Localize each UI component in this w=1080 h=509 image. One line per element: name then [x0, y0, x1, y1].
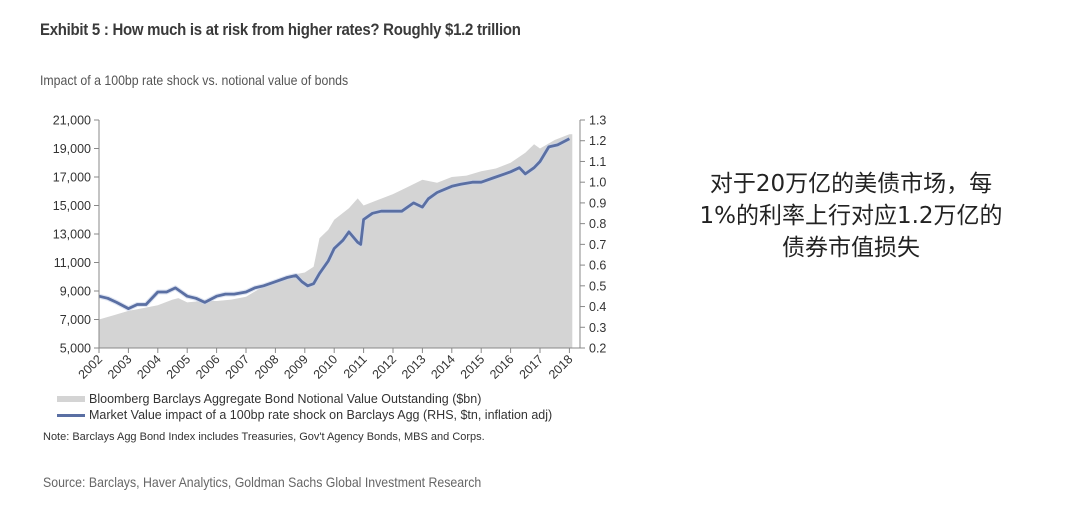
left-axis-tick-label: 19,000	[53, 142, 91, 156]
chart-title: Exhibit 5 : How much is at risk from hig…	[40, 20, 521, 39]
notional-area	[99, 134, 573, 348]
right-axis-tick-label: 1.0	[589, 176, 606, 190]
legend-label-notional: Bloomberg Barclays Aggregate Bond Notion…	[89, 392, 482, 406]
right-axis-tick-label: 0.7	[589, 238, 606, 252]
x-axis-tick-label: 2003	[105, 352, 135, 382]
left-axis-tick-label: 21,000	[53, 114, 91, 128]
chinese-annotation: 对于20万亿的美债市场，每 1%的利率上行对应1.2万亿的 债券市值损失	[666, 168, 1036, 264]
x-axis-tick-label: 2007	[223, 352, 253, 382]
x-axis-tick-label: 2011	[341, 352, 370, 381]
right-axis-tick-label: 1.2	[589, 134, 606, 148]
x-axis-tick-label: 2018	[546, 352, 576, 382]
notional-area-series	[99, 134, 573, 348]
legend-label-market-value: Market Value impact of a 100bp rate shoc…	[89, 408, 553, 422]
chart-source: Source: Barclays, Haver Analytics, Goldm…	[43, 474, 482, 490]
right-axis-tick-label: 0.3	[589, 321, 606, 335]
x-axis-tick-label: 2016	[487, 352, 517, 382]
x-axis-tick-label: 2002	[76, 352, 106, 382]
x-axis-tick-label: 2004	[134, 352, 164, 382]
x-axis-tick-label: 2012	[370, 352, 400, 382]
x-axis-tick-label: 2014	[428, 352, 458, 382]
right-axis-tick-label: 0.9	[589, 196, 606, 210]
annotation-line: 债券市值损失	[782, 235, 920, 261]
left-axis-tick-label: 7,000	[60, 313, 91, 327]
right-axis-tick-label: 1.1	[589, 155, 606, 169]
right-axis-tick-label: 0.5	[589, 279, 606, 293]
x-axis-tick-label: 2017	[517, 352, 547, 382]
right-axis-tick-label: 0.2	[589, 342, 606, 356]
left-axis-tick-label: 9,000	[60, 285, 91, 299]
market-value-line-series	[98, 136, 571, 312]
left-axis-tick-label: 11,000	[54, 256, 91, 270]
x-axis-tick-label: 2013	[399, 352, 429, 382]
x-axis-tick-label: 2006	[193, 352, 223, 382]
annotation-line: 1%的利率上行对应1.2万亿的	[699, 203, 1003, 229]
x-axis-tick-label: 2005	[164, 352, 194, 382]
legend-item-market-value: Market Value impact of a 100bp rate shoc…	[57, 407, 552, 423]
right-axis-tick-label: 1.3	[589, 114, 606, 128]
left-axis-tick-label: 15,000	[53, 199, 91, 213]
x-axis-tick-label: 2008	[252, 352, 282, 382]
x-axis-tick-label: 2009	[281, 352, 311, 382]
x-axis-tick-label: 2015	[458, 352, 488, 382]
left-axis-tick-label: 13,000	[53, 228, 91, 242]
right-axis-tick-label: 0.6	[589, 259, 606, 273]
right-axis-tick-label: 0.4	[589, 300, 606, 314]
right-axis-tick-label: 0.8	[589, 217, 606, 231]
chart-subtitle: Impact of a 100bp rate shock vs. notiona…	[40, 72, 349, 88]
legend-swatch-line	[57, 413, 85, 417]
left-axis-tick-label: 17,000	[53, 171, 91, 185]
legend-item-notional: Bloomberg Barclays Aggregate Bond Notion…	[57, 391, 552, 407]
annotation-line: 对于20万亿的美债市场，每	[709, 171, 993, 197]
legend-swatch-area	[57, 396, 85, 402]
left-axis-tick-label: 5,000	[60, 342, 91, 356]
x-axis-tick-label: 2010	[311, 352, 341, 382]
market-value-line	[98, 137, 571, 311]
chart-note: Note: Barclays Agg Bond Index includes T…	[43, 431, 485, 443]
chart-legend: Bloomberg Barclays Aggregate Bond Notion…	[57, 391, 552, 423]
